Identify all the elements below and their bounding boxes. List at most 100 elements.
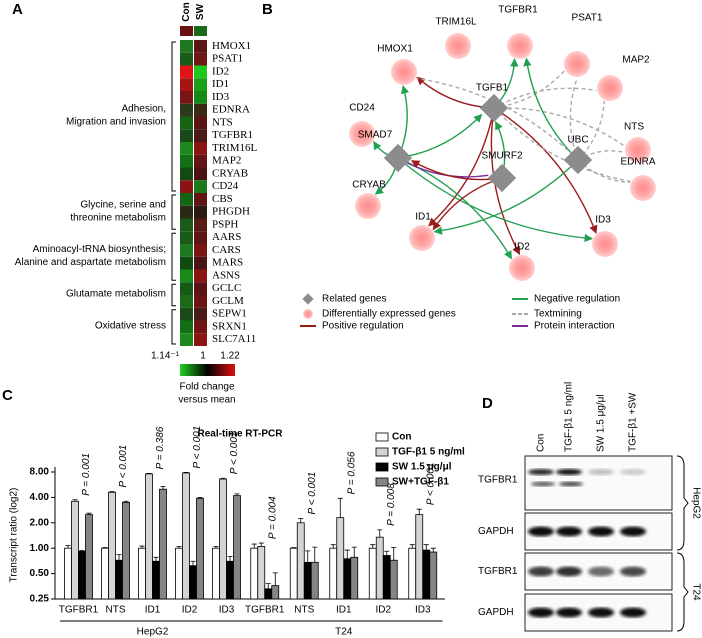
error-bar — [416, 508, 422, 515]
group-label: Glutamate metabolism — [66, 289, 166, 300]
error-bar — [272, 572, 278, 586]
node-label: SMAD7 — [358, 130, 393, 141]
error-bar — [251, 543, 257, 549]
heat-cell — [180, 320, 193, 334]
related-gene — [479, 93, 509, 123]
scale-title: Fold change — [179, 382, 234, 393]
heat-cell — [194, 269, 207, 283]
legend-swatch — [375, 447, 389, 457]
expressed-gene — [630, 175, 656, 201]
heat-cell — [180, 231, 193, 244]
heat-cell — [194, 256, 207, 270]
bar — [182, 472, 190, 600]
error-bar — [79, 550, 85, 552]
error-bar — [220, 477, 226, 480]
blot-band — [556, 469, 582, 475]
blot-band — [559, 481, 583, 487]
error-bar — [391, 547, 397, 561]
heat-cell — [194, 154, 207, 168]
cell-line-brace — [676, 455, 689, 551]
bar — [296, 522, 305, 600]
gene-label: CBS — [212, 193, 233, 205]
bar — [108, 491, 116, 600]
heat-cell — [180, 116, 193, 130]
bar — [415, 514, 424, 600]
group-label: Adhesion, — [122, 104, 166, 115]
error-bar — [102, 547, 108, 549]
gene-label: SRXN1 — [212, 320, 247, 332]
node-label: NTS — [624, 122, 644, 133]
x-tick-label: ID3 — [219, 605, 235, 616]
bar — [422, 549, 431, 600]
blot-band — [620, 526, 646, 537]
error-bar — [298, 518, 304, 523]
p-value: P < 0.001 — [425, 462, 436, 505]
network-edge — [493, 87, 597, 109]
bar — [78, 550, 86, 600]
heat-cell — [180, 78, 193, 91]
gene-label: SLC7A11 — [212, 333, 256, 345]
error-bar — [351, 546, 357, 558]
bar — [85, 514, 93, 600]
heat-cell — [194, 65, 207, 79]
group-bracket — [171, 232, 176, 281]
node-label: TGFBR1 — [498, 5, 538, 16]
y-tick-label: 4.00 — [30, 492, 50, 503]
error-bar — [430, 547, 436, 553]
group-label: Oxidative stress — [95, 321, 166, 332]
heat-cell — [180, 269, 193, 283]
bar — [289, 547, 298, 600]
legend-swatch — [375, 477, 389, 487]
bar — [329, 547, 338, 600]
heat-cell — [180, 256, 193, 270]
color-scale — [180, 364, 235, 376]
blot-band — [528, 526, 554, 537]
heat-cell — [194, 307, 207, 321]
bar — [189, 565, 197, 600]
heat-cell — [180, 103, 193, 117]
expressed-gene — [391, 59, 417, 85]
bar — [375, 536, 384, 600]
gene-label: NTS — [212, 116, 233, 128]
bar — [368, 547, 377, 600]
heat-cell — [194, 282, 207, 295]
bar — [138, 547, 146, 600]
row-label: TGFBR1 — [478, 475, 518, 486]
p-value: P = 0.056 — [346, 451, 357, 494]
expressed-gene — [625, 137, 651, 163]
bar — [382, 555, 391, 600]
bar — [71, 500, 79, 600]
heat-cell — [180, 40, 193, 53]
cell-line-label: HepG2 — [690, 487, 701, 519]
blot-band — [620, 607, 646, 618]
node-label: ID2 — [514, 242, 530, 253]
gene-label: PSAT1 — [212, 53, 243, 65]
heat-cell — [194, 142, 207, 155]
heat-cell — [194, 91, 207, 104]
panel-label: C — [2, 387, 13, 404]
bar — [429, 551, 438, 600]
error-bar — [139, 545, 145, 549]
bar — [336, 517, 345, 600]
node-label: ID3 — [595, 215, 611, 226]
blot-band — [620, 566, 646, 577]
blot-band — [588, 566, 614, 577]
error-bar — [213, 546, 219, 549]
y-tick-label: 0.50 — [30, 568, 50, 579]
network-edge — [577, 159, 631, 184]
legend-label: Differentially expressed genes — [322, 309, 456, 320]
x-tick-label: TGFBR1 — [59, 605, 99, 616]
group-label: threonine metabolism — [70, 212, 166, 223]
expressed-gene — [509, 255, 535, 281]
heat-cell — [194, 333, 207, 346]
bar — [264, 588, 273, 600]
heat-cell — [194, 193, 207, 206]
p-value: P = 0.001 — [81, 453, 92, 496]
node-label: MAP2 — [622, 55, 650, 66]
legend-swatch — [375, 432, 389, 442]
row-label: GAPDH — [478, 607, 514, 618]
row-label: GAPDH — [478, 526, 514, 537]
error-bar — [65, 544, 71, 549]
heat-cell — [180, 65, 193, 79]
bar — [152, 560, 160, 600]
